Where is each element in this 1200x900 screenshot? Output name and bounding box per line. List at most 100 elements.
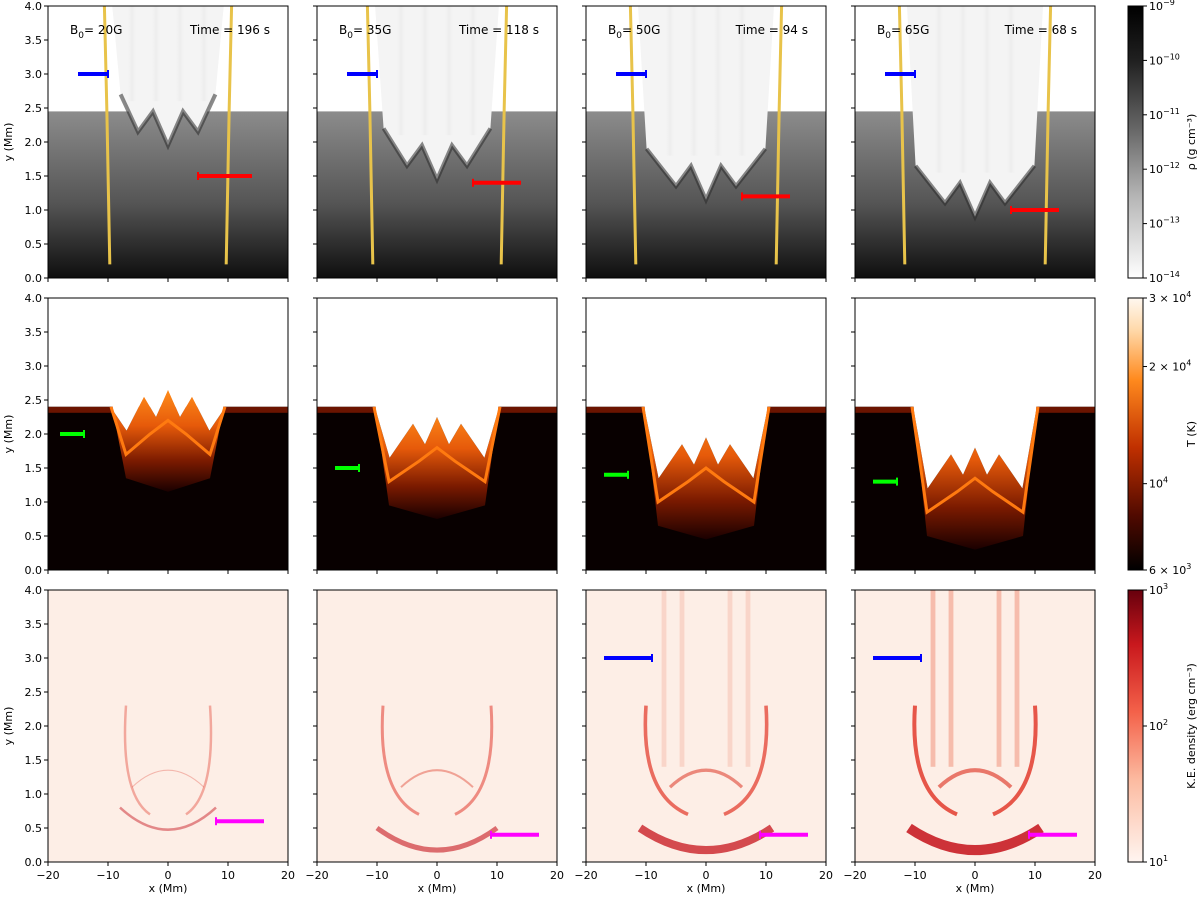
- heatmap-image: [855, 590, 1095, 862]
- ke-background: [855, 590, 1095, 862]
- density-front: [914, 164, 1036, 222]
- x-tick-label: 20: [819, 869, 833, 882]
- jet-streak: [662, 6, 678, 156]
- field-line: [224, 6, 234, 265]
- panel-r2-c0: −20 −10 0 10 20 0.0 0.5 1.0 1.5 2.0 2.5 3.0 3.5 4.0 y …: [2, 584, 295, 895]
- ke-background: [317, 590, 557, 862]
- colorbar-tick-label: 102: [1149, 718, 1168, 733]
- field-line: [365, 6, 375, 265]
- heatmap-image: [586, 6, 826, 278]
- jet-streak: [172, 6, 188, 102]
- hot-evacuated-region: [910, 298, 1040, 489]
- ke-jet: [1014, 590, 1020, 767]
- y-tick-label: 2.0: [25, 428, 43, 441]
- hot-evacuated-region: [109, 298, 227, 431]
- colorbar-tick-label: 103: [1149, 582, 1168, 597]
- y-axis-label: y (Mm): [2, 123, 15, 162]
- x-tick-label: −20: [843, 869, 866, 882]
- ke-jet: [661, 590, 667, 767]
- field-line: [102, 6, 112, 265]
- x-tick-label: 0: [434, 869, 441, 882]
- y-axis-label: y (Mm): [2, 415, 15, 454]
- heatmap-image: [317, 6, 557, 278]
- ke-jet: [727, 590, 733, 767]
- y-tick-label: 2.0: [25, 720, 43, 733]
- density-front: [118, 93, 218, 151]
- hot-evacuated-region: [372, 298, 502, 458]
- marker-arrow: [215, 817, 264, 826]
- panel-r1-c2: [582, 297, 827, 574]
- y-tick-label: 1.5: [25, 462, 43, 475]
- temperature-front: [372, 406, 502, 485]
- x-axis-label: x (Mm): [418, 882, 457, 895]
- ke-bowl: [906, 823, 1044, 855]
- ke-wing-left: [380, 705, 420, 816]
- ke-wing-right: [723, 705, 769, 817]
- marker-arrow: [741, 192, 790, 201]
- temperature-front: [109, 406, 227, 458]
- y-tick-label: 2.5: [25, 102, 43, 115]
- x-axis-label: x (Mm): [149, 882, 188, 895]
- y-tick-label: 2.0: [25, 136, 43, 149]
- field-line: [897, 6, 907, 265]
- jet-streak: [734, 6, 750, 156]
- colorbar-kinetic-energy-density: 103 102 101 K.E. density (erg cm⁻³): [1127, 582, 1198, 869]
- jet-streak: [196, 6, 212, 102]
- jet-streak: [955, 6, 971, 173]
- y-tick-label: 3.5: [25, 618, 43, 631]
- colorbar-tick-label: 10−13: [1149, 216, 1180, 231]
- y-tick-label: 3.0: [25, 68, 43, 81]
- ke-arc: [937, 768, 1013, 789]
- x-tick-label: 0: [165, 869, 172, 882]
- colorbar-label: K.E. density (erg cm⁻³): [1185, 663, 1198, 789]
- ke-arc: [131, 769, 205, 788]
- marker-arrow: [1010, 206, 1059, 214]
- evacuated-region: [112, 6, 224, 146]
- x-tick-label: 0: [703, 869, 710, 882]
- time-label: Time = 118 s: [458, 23, 539, 37]
- time-label: Time = 196 s: [189, 23, 270, 37]
- panel-r2-c2: −20 −10 0 10 20 x (Mm): [574, 589, 833, 895]
- marker-arrow: [873, 654, 922, 662]
- heated-layer: [112, 389, 224, 492]
- y-tick-label: 4.0: [25, 584, 43, 597]
- ke-wing-left: [912, 705, 958, 817]
- x-tick-label: −10: [903, 869, 926, 882]
- y-tick-label: 1.0: [25, 788, 43, 801]
- jet-streak: [148, 6, 164, 102]
- colorbar-tick-label: 3 × 104: [1149, 290, 1191, 305]
- b0-label: B0= 35G: [339, 23, 391, 41]
- panel-r0-c2: B0= 50G Time = 94 s: [582, 5, 827, 282]
- ke-jet: [930, 590, 936, 767]
- jet-streak: [417, 6, 433, 136]
- marker-arrow: [490, 830, 539, 839]
- colorbar-tick-label: 10−12: [1149, 161, 1180, 176]
- x-tick-label: 20: [550, 869, 564, 882]
- y-tick-label: 0.5: [25, 822, 43, 835]
- y-tick-label: 3.5: [25, 326, 43, 339]
- colorbar-tick-label: 101: [1149, 854, 1168, 869]
- panel-r0-c1: B0= 35G Time = 118 s: [313, 5, 558, 282]
- field-line: [774, 6, 784, 265]
- jet-streak: [686, 6, 702, 156]
- y-tick-label: 1.5: [25, 754, 43, 767]
- heated-layer: [375, 410, 499, 519]
- x-tick-label: −20: [305, 869, 328, 882]
- x-tick-label: 20: [281, 869, 295, 882]
- x-tick-label: 10: [759, 869, 773, 882]
- jet-streak: [710, 6, 726, 156]
- colorbar-label: T (K): [1185, 421, 1198, 448]
- y-tick-label: 2.5: [25, 686, 43, 699]
- temperature-front: [641, 406, 771, 505]
- marker-arrow: [1028, 830, 1077, 839]
- b0-label: B0= 20G: [70, 23, 122, 41]
- heatmap-image: [586, 298, 826, 570]
- ke-jet: [745, 590, 751, 767]
- ke-bowl: [375, 825, 499, 853]
- field-line: [1043, 6, 1053, 265]
- x-tick-label: 10: [1028, 869, 1042, 882]
- panel-r0-c0: 0.0 0.5 1.0 1.5 2.0 2.5 3.0 3.5 4.0 y (Mm) B0= 20G…: [2, 0, 289, 285]
- marker-arrow: [60, 430, 85, 438]
- marker-arrow: [472, 178, 521, 187]
